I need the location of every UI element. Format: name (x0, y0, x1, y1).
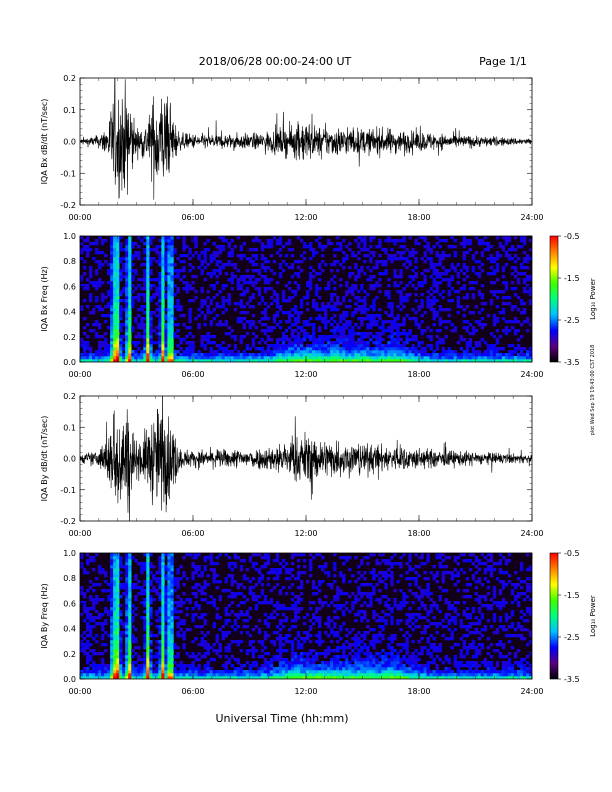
colorbar (549, 235, 559, 363)
panel-1: 0.2 0.1 0.0 -0.1 -0.2 00:00 06:00 12:00 18:00 24:… (40, 74, 544, 222)
x-tick-label: 24:00 (520, 213, 543, 222)
y-tick-label: 0.1 (63, 106, 76, 115)
x-tick-label: 24:00 (520, 370, 543, 379)
colorbar (549, 552, 559, 680)
panel-2: -0.5 -1.5 -2.5 -3.5 Log₁₀ Power 1.0 0.8 0.6 0.4 0… (40, 232, 597, 379)
x-tick-label: 06:00 (181, 213, 204, 222)
series-line (80, 396, 532, 521)
colorbar-tick-label: -3.5 (564, 358, 580, 367)
x-tick-label: 00:00 (68, 687, 91, 696)
colorbar-tick-label: -0.5 (564, 549, 580, 558)
y-tick-label: 0.6 (63, 599, 76, 608)
x-tick-label: 18:00 (407, 370, 430, 379)
chart-title: 2018/06/28 00:00-24:00 UT (199, 55, 352, 68)
y-tick-label: 0.0 (63, 675, 76, 684)
y-axis-label: IQA By dB/dt (nT/sec) (40, 416, 49, 502)
y-tick-label: 0.2 (63, 333, 76, 342)
y-tick-label: 0.0 (63, 455, 76, 464)
x-tick-label: 06:00 (181, 370, 204, 379)
colorbar-label: Log₁₀ Power (589, 278, 597, 320)
x-tick-label: 00:00 (68, 213, 91, 222)
y-tick-label: 0.8 (63, 574, 76, 583)
y-axis-label: IQA By Freq (Hz) (40, 583, 49, 649)
y-tick-label: 1.0 (63, 549, 76, 558)
y-tick-label: -0.1 (60, 486, 76, 495)
x-tick-label: 12:00 (294, 529, 317, 538)
colorbar-tick-label: -2.5 (564, 316, 580, 325)
plot-timestamp: plot Wed Sep 19 19:43:00 CST 2018 (590, 345, 596, 436)
y-axis-label: IQA Bx dB/dt (nT/sec) (40, 99, 49, 185)
colorbar-tick-label: -1.5 (564, 591, 580, 600)
page-label: Page 1/1 (479, 55, 527, 68)
x-tick-label: 12:00 (294, 213, 317, 222)
x-tick-label: 00:00 (68, 370, 91, 379)
x-axis-label: Universal Time (hh:mm) (216, 712, 349, 725)
y-tick-label: 0.6 (63, 282, 76, 291)
y-tick-label: 0.2 (63, 392, 76, 401)
x-tick-label: 06:00 (181, 529, 204, 538)
y-tick-label: -0.2 (60, 517, 76, 526)
spectrogram-cells (80, 553, 532, 679)
x-tick-label: 18:00 (407, 687, 430, 696)
x-tick-label: 06:00 (181, 687, 204, 696)
x-tick-label: 12:00 (294, 370, 317, 379)
y-axis-label: IQA Bx Freq (Hz) (40, 266, 49, 332)
y-tick-label: 0.1 (63, 423, 76, 432)
x-tick-label: 24:00 (520, 529, 543, 538)
x-tick-label: 18:00 (407, 213, 430, 222)
colorbar-tick-label: -2.5 (564, 633, 580, 642)
series-line (80, 78, 532, 200)
spectrogram-cells (80, 236, 532, 362)
y-tick-label: 1.0 (63, 232, 76, 241)
y-tick-label: 0.8 (63, 257, 76, 266)
y-tick-label: 0.4 (63, 625, 76, 634)
y-tick-label: 0.4 (63, 308, 76, 317)
y-tick-label: -0.1 (60, 169, 76, 178)
x-tick-label: 00:00 (68, 529, 91, 538)
colorbar-tick-label: -0.5 (564, 232, 580, 241)
colorbar-tick-label: -1.5 (564, 274, 580, 283)
x-tick-label: 24:00 (520, 687, 543, 696)
colorbar-label: Log₁₀ Power (589, 595, 597, 637)
panels: 0.2 0.1 0.0 -0.1 -0.2 00:00 06:00 12:00 18:00 24:… (40, 74, 597, 696)
panel-3: 0.2 0.1 0.0 -0.1 -0.2 00:00 06:00 12:00 18:00 24:… (40, 392, 544, 538)
y-tick-label: 0.2 (63, 74, 76, 83)
panel-4: -0.5 -1.5 -2.5 -3.5 Log₁₀ Power 1.0 0.8 0.6 0.4 0… (40, 549, 597, 696)
y-tick-label: 0.0 (63, 138, 76, 147)
y-tick-label: -0.2 (60, 201, 76, 210)
x-tick-label: 18:00 (407, 529, 430, 538)
x-tick-label: 12:00 (294, 687, 317, 696)
colorbar-tick-label: -3.5 (564, 675, 580, 684)
y-tick-label: 0.2 (63, 650, 76, 659)
y-tick-label: 0.0 (63, 358, 76, 367)
